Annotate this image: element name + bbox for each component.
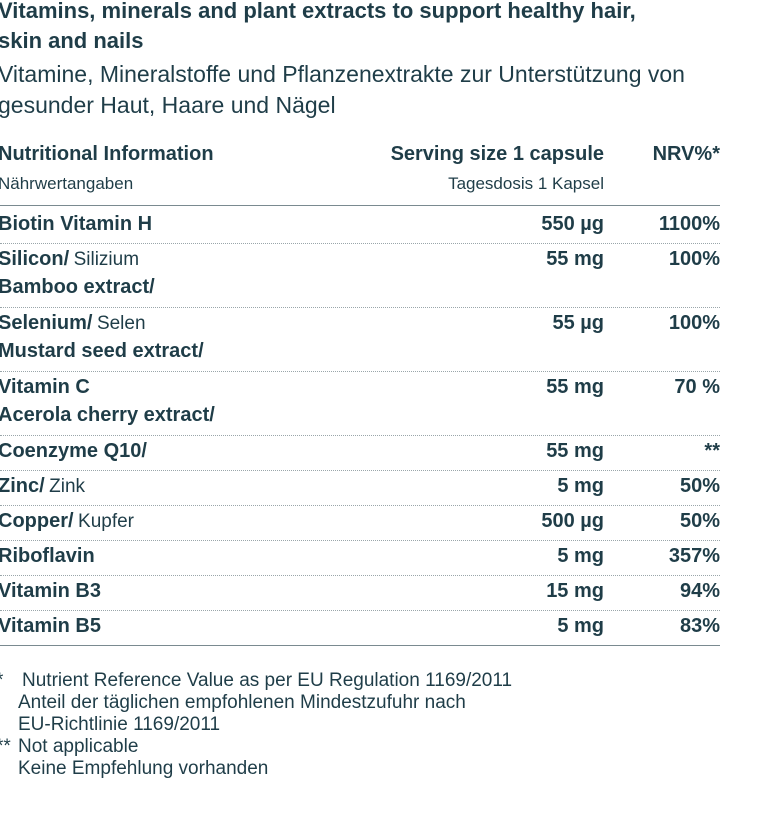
- row-name: Vitamin B3: [0, 577, 101, 607]
- row-name: Zinc/ Zink: [0, 472, 85, 502]
- nutrient-name: Riboflavin: [0, 545, 95, 567]
- row-separator: [0, 243, 720, 244]
- row-separator: [0, 540, 720, 541]
- nrv: 50%: [679, 475, 720, 497]
- amount: 55 mg: [546, 248, 604, 270]
- row-name: Biotin Vitamin H: [0, 210, 152, 240]
- nrv: 357%: [668, 545, 720, 567]
- amount: 55 µg: [552, 312, 604, 334]
- column-header: Nutritional Information: [0, 143, 214, 165]
- footnote-marker: **: [0, 736, 11, 757]
- nutrient-name: Coenzyme Q10/: [0, 440, 147, 462]
- nutrient-name: Zinc/: [0, 475, 45, 497]
- row-name: Coenzyme Q10/: [0, 437, 147, 467]
- amount: 5 mg: [557, 545, 604, 567]
- footnote-line: Not applicable: [18, 736, 139, 757]
- header-rule: [0, 205, 720, 206]
- row-name: Copper/ Kupfer: [0, 507, 134, 537]
- amount: 5 mg: [557, 615, 604, 637]
- nutrient-source: Acerola cherry extract/: [0, 404, 215, 426]
- column-subheader: Nährwertangaben: [0, 174, 134, 193]
- nrv: 1100%: [658, 213, 720, 235]
- nutrient-name: Copper/: [0, 510, 74, 532]
- nutrient-name: Vitamin B3: [0, 580, 101, 602]
- amount: 550 µg: [541, 213, 604, 235]
- row-name: Vitamin C: [0, 373, 90, 403]
- table-rule: [0, 645, 720, 646]
- row-separator: [0, 371, 720, 372]
- amount: 500 µg: [541, 510, 604, 532]
- nutrient-name-de: Kupfer: [78, 511, 134, 532]
- nutrient-name: Selenium/: [0, 312, 93, 334]
- nutrient-name: Silicon/: [0, 248, 70, 270]
- footnote-marker: *: [0, 670, 3, 692]
- row-separator: [0, 505, 720, 506]
- footnote-line: Nutrient Reference Value as per EU Regul…: [22, 670, 513, 691]
- nrv: 50%: [679, 510, 720, 532]
- nrv: 94%: [679, 580, 720, 602]
- subtitle: Vitamine, Mineralstoffe und Pflanzenextr…: [0, 61, 685, 118]
- column-subheader: Tagesdosis 1 Kapsel: [448, 174, 604, 193]
- nrv: **: [704, 440, 720, 462]
- amount: 5 mg: [557, 475, 604, 497]
- footnote-line: Keine Empfehlung vorhanden: [18, 758, 269, 779]
- amount: 15 mg: [546, 580, 604, 602]
- row-name: Silicon/ Silizium: [0, 245, 139, 275]
- row-name: Selenium/ Selen: [0, 309, 146, 339]
- title: Vitamins, minerals and plant extracts to…: [0, 0, 636, 53]
- nutrient-source: Bamboo extract/: [0, 276, 155, 298]
- nutrient-name: Vitamin B5: [0, 615, 101, 637]
- row-separator: [0, 610, 720, 611]
- nutrient-source: Mustard seed extract/: [0, 340, 204, 362]
- footnote-line: EU-Richtlinie 1169/2011: [18, 714, 221, 735]
- footnote-line: Anteil der täglichen empfohlenen Mindest…: [18, 692, 466, 713]
- nrv: 83%: [679, 615, 720, 637]
- nutrient-name: Biotin Vitamin H: [0, 213, 153, 235]
- row-separator: [0, 435, 720, 436]
- amount: 55 mg: [546, 376, 604, 398]
- row-separator: [0, 307, 720, 308]
- nrv: 70 %: [674, 376, 720, 398]
- nrv: 100%: [668, 248, 720, 270]
- nutrient-name: Vitamin C: [0, 376, 90, 398]
- row-name: Riboflavin: [0, 542, 95, 572]
- row-name: Vitamin B5: [0, 612, 101, 642]
- column-header: Serving size 1 capsule: [390, 143, 604, 165]
- nutrient-name-de: Zink: [49, 476, 86, 497]
- column-header: NRV%*: [652, 143, 720, 165]
- row-separator: [0, 470, 720, 471]
- nutrient-name-de: Silizium: [73, 249, 140, 270]
- nutrient-name-de: Selen: [96, 313, 146, 334]
- amount: 55 mg: [546, 440, 604, 462]
- nrv: 100%: [668, 312, 720, 334]
- row-separator: [0, 575, 720, 576]
